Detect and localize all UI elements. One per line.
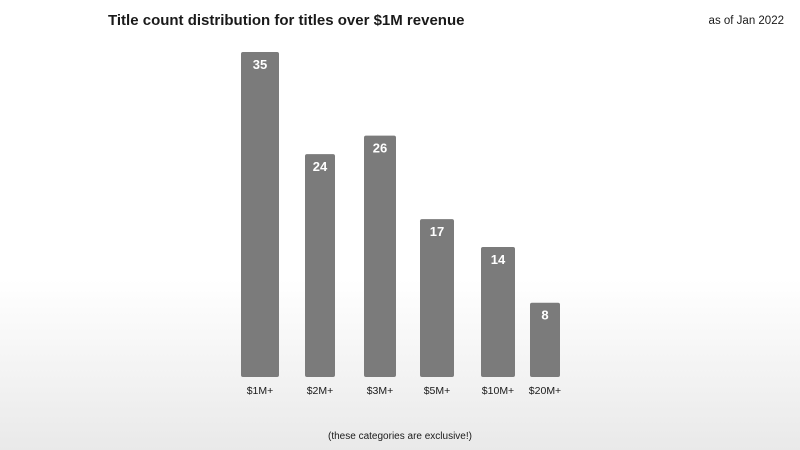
chart-title: Title count distribution for titles over… (108, 12, 465, 29)
x-tick-label: $2M+ (307, 385, 334, 397)
bar-value-label: 26 (373, 141, 387, 156)
x-tick-label: $3M+ (367, 385, 394, 397)
x-tick-label: $20M+ (529, 385, 561, 397)
bar-value-label: 14 (491, 252, 506, 267)
x-axis-ticks: $1M+ $2M+ $3M+ $5M+ $10M+ $20M+ (247, 385, 561, 397)
bar-5 (481, 247, 515, 377)
bar-value-label: 35 (253, 57, 267, 72)
bar-6 (530, 302, 560, 377)
bars-group: 35 24 26 17 14 8 (241, 52, 560, 377)
bar-1 (241, 52, 279, 377)
x-tick-label: $5M+ (424, 385, 451, 397)
bar-value-label: 8 (541, 308, 548, 323)
x-tick-label: $10M+ (482, 385, 514, 397)
as-of-date: as of Jan 2022 (708, 15, 784, 27)
bar-value-label: 24 (313, 159, 328, 174)
bar-3 (364, 135, 396, 377)
x-tick-label: $1M+ (247, 385, 274, 397)
footnote: (these categories are exclusive!) (328, 431, 472, 442)
bar-4 (420, 219, 454, 377)
bar-value-label: 17 (430, 224, 444, 239)
bar-2 (305, 154, 335, 377)
